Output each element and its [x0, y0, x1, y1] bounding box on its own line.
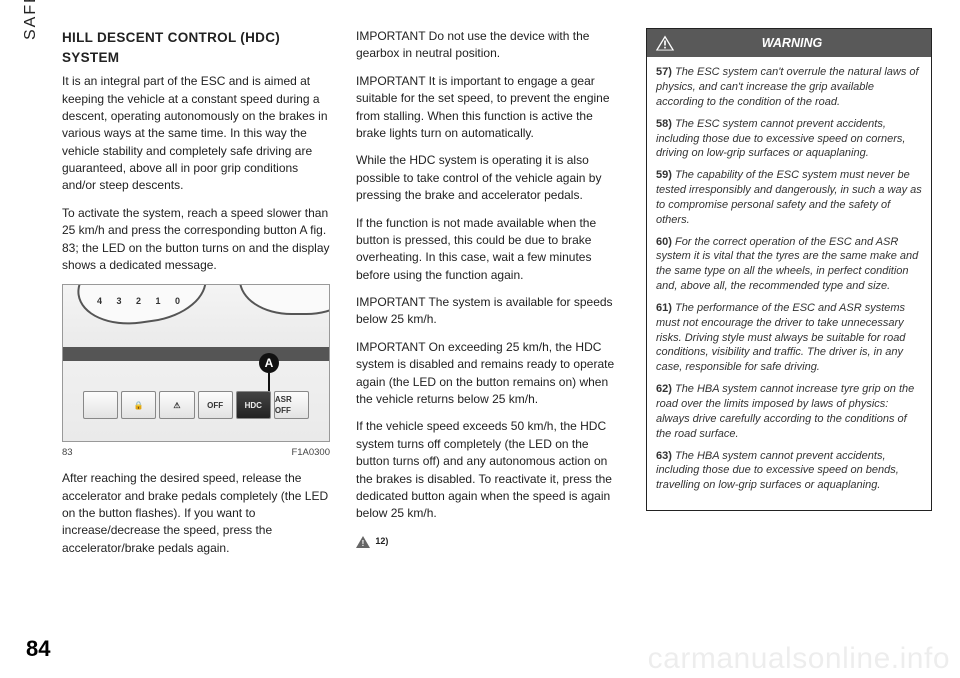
warning-text-60: For the correct operation of the ESC and… [656, 236, 918, 293]
switch-2-hazard-icon: ⚠ [159, 391, 194, 419]
watermark: carmanualsonline.info [648, 642, 950, 676]
hdc-para-2: To activate the system, reach a speed sl… [62, 205, 334, 275]
hdc-para-1: It is an integral part of the ESC and is… [62, 73, 334, 195]
section-tab: SAFETY [22, 0, 40, 40]
warning-num-58: 58) [656, 118, 672, 130]
svg-text:!: ! [362, 539, 365, 548]
warning-text-58: The ESC system cannot prevent accidents,… [656, 118, 906, 160]
column-2: IMPORTANT Do not use the device with the… [356, 28, 624, 620]
warning-item-58: 58) The ESC system cannot prevent accide… [656, 117, 922, 162]
callout-a-label: A [265, 355, 274, 372]
dashboard-dial-right [239, 284, 330, 315]
c2-p3: While the HDC system is operating it is … [356, 152, 624, 204]
warning-title: WARNING [685, 34, 923, 52]
column-3: WARNING 57) The ESC system can't overrul… [646, 28, 934, 620]
section-tab-text: SAFETY [22, 0, 39, 40]
warning-num-62: 62) [656, 383, 672, 395]
warning-text-59: The capability of the ESC system must ne… [656, 169, 922, 226]
manual-page: SAFETY HILL DESCENT CONTROL (HDC) SYSTEM… [0, 0, 960, 678]
warning-text-63: The HBA system cannot prevent accidents,… [656, 450, 899, 492]
footnote-number: 12) [375, 536, 388, 546]
figure-code: F1A0300 [291, 446, 330, 460]
hdc-para-3: After reaching the desired speed, releas… [62, 470, 334, 557]
figure-number: 83 [62, 446, 73, 460]
switch-0 [83, 391, 118, 419]
warning-num-61: 61) [656, 302, 672, 314]
dial-numbers: 4 3 2 1 0 [97, 295, 186, 308]
c2-p4: If the function is not made available wh… [356, 215, 624, 285]
c2-p2: IMPORTANT It is important to engage a ge… [356, 73, 624, 143]
warning-item-62: 62) The HBA system cannot increase tyre … [656, 382, 922, 441]
figure-caption: 83 F1A0300 [62, 446, 330, 460]
callout-a: A [259, 353, 279, 373]
warning-item-59: 59) The capability of the ESC system mus… [656, 168, 922, 227]
warning-num-60: 60) [656, 236, 672, 248]
c2-p7: If the vehicle speed exceeds 50 km/h, th… [356, 418, 624, 522]
c2-p1: IMPORTANT Do not use the device with the… [356, 28, 624, 63]
switch-1-lock-icon: 🔒 [121, 391, 156, 419]
switch-4-hdc: HDC [236, 391, 271, 419]
column-1: HILL DESCENT CONTROL (HDC) SYSTEM It is … [62, 28, 334, 620]
warning-num-59: 59) [656, 169, 672, 181]
warning-item-60: 60) For the correct operation of the ESC… [656, 235, 922, 294]
page-number: 84 [26, 636, 50, 662]
footnote-ref: ! 12) [356, 533, 624, 550]
figure-83: 4 3 2 1 0 A 🔒 ⚠ OFF HDC ASR OFF [62, 284, 330, 442]
warning-text-62: The HBA system cannot increase tyre grip… [656, 383, 914, 440]
warning-item-57: 57) The ESC system can't overrule the na… [656, 65, 922, 110]
warning-num-63: 63) [656, 450, 672, 462]
warning-header: WARNING [647, 29, 931, 57]
warning-num-57: 57) [656, 66, 672, 78]
warning-box: WARNING 57) The ESC system can't overrul… [646, 28, 932, 511]
warning-body: 57) The ESC system can't overrule the na… [647, 57, 931, 510]
warning-triangle-icon: ! [356, 536, 370, 548]
c2-p6: IMPORTANT On exceeding 25 km/h, the HDC … [356, 339, 624, 409]
content-columns: HILL DESCENT CONTROL (HDC) SYSTEM It is … [62, 28, 924, 620]
c2-p5: IMPORTANT The system is available for sp… [356, 294, 624, 329]
warning-item-61: 61) The performance of the ESC and ASR s… [656, 301, 922, 375]
switch-row: 🔒 ⚠ OFF HDC ASR OFF [83, 391, 309, 419]
switch-5-asr: ASR OFF [274, 391, 309, 419]
hdc-heading: HILL DESCENT CONTROL (HDC) SYSTEM [62, 28, 334, 67]
warning-item-63: 63) The HBA system cannot prevent accide… [656, 449, 922, 494]
dash-dark-strip [63, 347, 329, 361]
switch-3: OFF [198, 391, 233, 419]
warning-text-57: The ESC system can't overrule the natura… [656, 66, 919, 108]
warning-triangle-icon [655, 34, 675, 52]
warning-text-61: The performance of the ESC and ASR syste… [656, 302, 905, 373]
